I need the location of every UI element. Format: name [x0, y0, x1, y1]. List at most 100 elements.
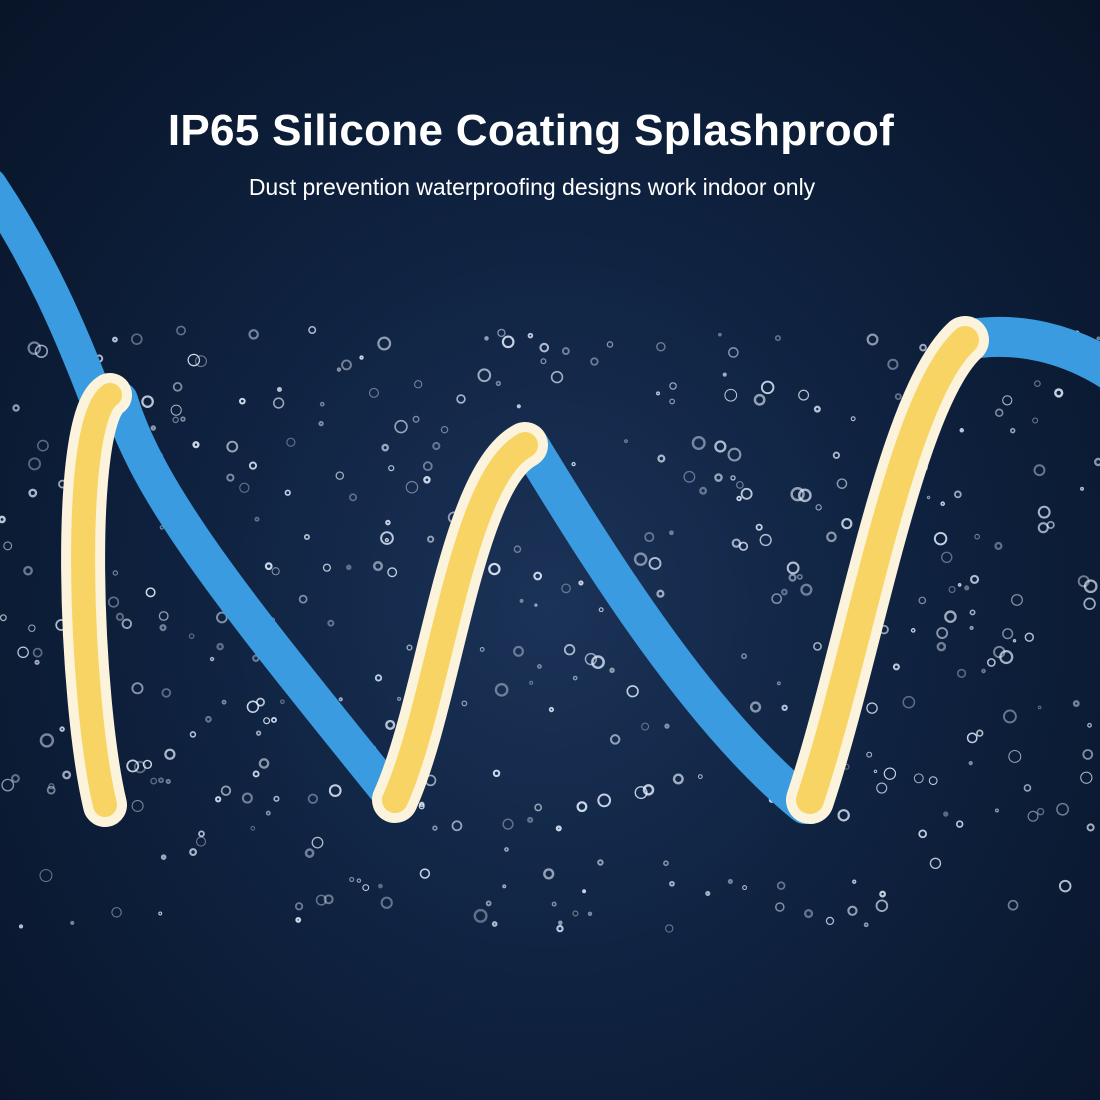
water-droplet [195, 355, 208, 368]
water-droplet [910, 628, 916, 633]
water-droplet [1, 778, 15, 792]
water-droplet [368, 387, 379, 398]
water-droplet [131, 333, 143, 345]
water-droplet [286, 437, 296, 447]
water-droplet [875, 899, 889, 913]
water-droplet [731, 538, 742, 548]
water-droplet [161, 688, 172, 698]
water-droplet [284, 489, 291, 496]
water-droplet [582, 889, 587, 894]
water-droplet [1056, 802, 1069, 816]
water-droplet [502, 884, 507, 889]
water-droplet [561, 347, 570, 356]
water-droplet [993, 645, 1006, 659]
water-droplet [432, 825, 438, 831]
water-droplet [943, 811, 949, 817]
water-droplet [388, 465, 395, 472]
water-droplet [913, 773, 924, 784]
water-droplet [385, 719, 396, 730]
water-droplet [957, 583, 962, 587]
water-droplet [576, 801, 588, 813]
water-droplet [578, 580, 584, 586]
water-droplet [504, 847, 509, 852]
water-droplet [738, 541, 749, 551]
water-droplet [294, 902, 304, 911]
water-droplet [336, 367, 342, 372]
water-droplet [1077, 575, 1090, 588]
water-droplet [323, 894, 334, 905]
water-droplet [534, 803, 543, 812]
water-droplet [803, 908, 814, 919]
water-droplet [488, 562, 501, 576]
water-droplet [414, 380, 423, 389]
water-droplet [879, 890, 886, 898]
water-droplet [727, 447, 742, 462]
water-droplet [956, 668, 967, 679]
water-droplet [48, 783, 55, 790]
water-droplet [940, 501, 946, 507]
water-droplet [226, 440, 239, 453]
water-droplet [987, 658, 996, 667]
water-droplet [740, 487, 753, 500]
water-droplet [17, 646, 29, 659]
water-droplet [37, 439, 49, 452]
water-droplet [32, 647, 43, 658]
water-droplet [263, 717, 271, 725]
water-droplet [327, 619, 335, 627]
water-droplet [936, 627, 949, 639]
water-droplet [461, 700, 468, 707]
water-droplet [668, 530, 674, 536]
water-droplet [974, 533, 980, 540]
water-droplet [584, 652, 598, 666]
water-droplet [432, 441, 441, 451]
water-droplet [665, 924, 674, 933]
water-droplet [39, 869, 53, 883]
water-droplet [349, 876, 355, 883]
water-droplet [59, 726, 65, 732]
water-droplet [485, 900, 492, 907]
water-droplet [759, 533, 772, 547]
water-droplet [198, 830, 205, 838]
water-droplet [533, 571, 543, 581]
water-droplet [226, 473, 235, 482]
water-droplet [519, 598, 524, 603]
water-droplet [112, 336, 118, 343]
water-droplet [1009, 427, 1016, 434]
water-droplet [28, 488, 38, 498]
water-droplet [587, 911, 593, 917]
water-droplet [273, 795, 280, 802]
water-droplet [742, 885, 748, 891]
water-droplet [494, 682, 509, 697]
water-droplet [727, 878, 733, 885]
water-droplet [46, 785, 56, 795]
water-droplet [209, 656, 215, 662]
water-droplet [164, 748, 176, 760]
water-droplet [866, 702, 878, 714]
water-droplet [527, 332, 534, 339]
water-droplet [328, 784, 342, 797]
water-droplet [39, 733, 55, 748]
water-droplet [70, 920, 75, 925]
water-droplet [497, 328, 506, 338]
water-droplet [254, 516, 260, 522]
water-droplet [172, 416, 179, 424]
strip-front-segment [796, 326, 979, 814]
water-droplet [246, 700, 260, 713]
water-droplet [571, 461, 576, 467]
water-droplet [362, 884, 370, 892]
water-droplet [265, 810, 271, 816]
water-droplet [238, 397, 246, 405]
water-droplet [928, 776, 938, 785]
water-droplet [558, 920, 563, 926]
water-droplet [412, 415, 420, 423]
water-droplet [1034, 380, 1041, 387]
water-droplet [815, 504, 822, 511]
water-droplet [771, 593, 783, 605]
water-droplet [423, 476, 431, 484]
water-droplet [657, 454, 666, 463]
water-droplet [28, 624, 36, 632]
water-droplet [597, 859, 604, 866]
water-droplet [539, 342, 550, 353]
water-droplet [550, 370, 564, 384]
water-droplet [826, 531, 837, 543]
